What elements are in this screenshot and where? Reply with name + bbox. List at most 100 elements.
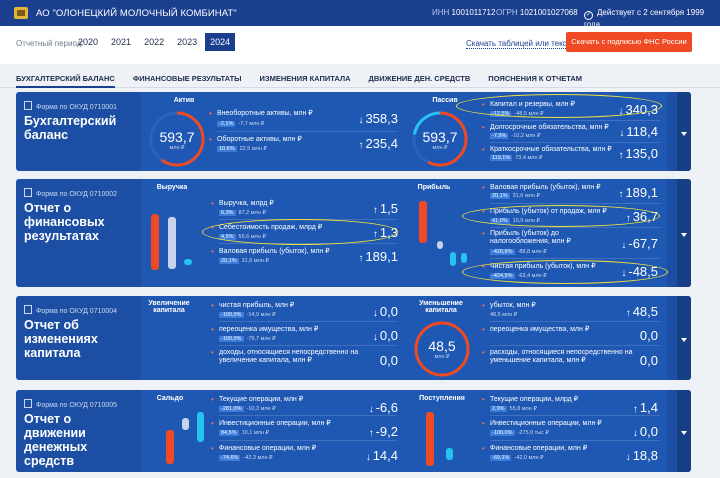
- finance-ops-bar: [197, 412, 204, 442]
- liabilities-total: 593,7: [422, 129, 458, 145]
- card-balance: Форма по ОКУД 0710001 Бухгалтерский бала…: [16, 92, 691, 171]
- item-value: ↑ -9,2: [368, 424, 398, 439]
- tab-balance[interactable]: БУХГАЛТЕРСКИЙ БАЛАНС: [16, 66, 115, 88]
- item-value: ↓ -67,7: [621, 236, 658, 251]
- item-change: -69,1% -42,0 млн ₽: [490, 455, 544, 461]
- divider: [490, 120, 660, 121]
- tab-notes[interactable]: ПОЯСНЕНИЯ К ОТЧЕТАМ: [488, 74, 583, 83]
- panel-title: Уменьшение капитала: [419, 300, 463, 314]
- card-capital: Форма по ОКУД 0710004 Отчет об изменения…: [16, 296, 691, 380]
- panel-title: Актив: [173, 97, 195, 104]
- item-label: чистая прибыль, млн ₽: [211, 302, 294, 310]
- divider: [219, 321, 397, 322]
- receipts-current-bar: [426, 412, 434, 466]
- item-label: Инвестиционные операции, млн ₽: [211, 420, 331, 428]
- divider: [219, 345, 397, 346]
- expand-chevron-icon[interactable]: [677, 296, 691, 380]
- net-bar: [461, 253, 467, 263]
- item-value: ↑ 48,5: [625, 304, 658, 319]
- item-value: ↑ 189,1: [358, 249, 398, 264]
- divider: [490, 345, 660, 346]
- panel-title: Сальдо: [156, 395, 184, 402]
- card-cash: Форма по ОКУД 0710005 Отчет о движении д…: [16, 390, 691, 472]
- item-label: Текущие операции, млн ₽: [211, 396, 303, 404]
- item-change: 84,5% 10,1 млн ₽: [219, 430, 269, 436]
- item-value: ↓ 0,0: [372, 304, 398, 319]
- liabilities-donut: [412, 111, 468, 167]
- item-label: переоценка имущества, млн ₽: [482, 326, 589, 334]
- year-2024[interactable]: 2024: [205, 33, 236, 51]
- check-circle-icon: ✓: [584, 11, 593, 20]
- expand-chevron-icon[interactable]: [677, 92, 691, 171]
- panel-title: Увеличение капитала: [148, 300, 190, 314]
- panel-title: Выручка: [156, 184, 188, 191]
- item-change: 10,6% 22,5 млн ₽: [217, 146, 267, 152]
- pretax-bar: [450, 252, 456, 266]
- item-label: Финансовые операции, млн ₽: [482, 445, 587, 453]
- panel-title: Пассив: [432, 97, 458, 104]
- assets-total: 593,7: [159, 129, 195, 145]
- item-change: -420,8% -88,8 млн ₽: [490, 249, 547, 255]
- item-label: убыток, млн ₽: [482, 302, 536, 310]
- company-name: АО "ОЛОНЕЦКИЙ МОЛОЧНЫЙ КОМБИНАТ": [36, 7, 237, 19]
- item-change: 6,3% 87,2 млн ₽: [219, 210, 266, 216]
- divider: [490, 142, 660, 143]
- download-link[interactable]: Скачать таблицей или текстом: [466, 39, 581, 49]
- item-label: Финансовые операции, млн ₽: [211, 445, 316, 453]
- item-value: ↑ 1,4: [632, 400, 658, 415]
- year-2022[interactable]: 2022: [144, 37, 165, 47]
- gross-profit-bar: [419, 201, 427, 243]
- item-value: ↓ 18,8: [625, 448, 658, 463]
- company-logo-icon: [14, 7, 28, 19]
- item-value: ↓ 118,4: [619, 124, 658, 139]
- top-bar: АО "ОЛОНЕЦКИЙ МОЛОЧНЫЙ КОМБИНАТ" ИНН 100…: [0, 0, 720, 29]
- expand-chevron-icon[interactable]: [677, 390, 691, 472]
- card-title: Отчет об изменениях капитала: [24, 318, 98, 360]
- highlight-oval: [456, 94, 662, 118]
- card-title: Бухгалтерский баланс: [24, 114, 117, 142]
- divider: [490, 321, 660, 322]
- expand-chevron-icon[interactable]: [677, 179, 691, 287]
- status-active: ✓ Действует с 2 сентября 1999 года: [584, 8, 705, 29]
- invest-ops-bar: [182, 418, 189, 430]
- item-label: Валовая прибыль (убыток), млн ₽: [211, 248, 330, 256]
- year-2021[interactable]: 2021: [111, 37, 132, 47]
- form-code: Форма по ОКУД 0710004: [24, 305, 117, 315]
- period-label: Отчетный период:: [16, 39, 84, 48]
- tab-cash[interactable]: ДВИЖЕНИЕ ДЕН. СРЕДСТВ: [368, 74, 471, 83]
- card-results: Форма по ОКУД 0710002 Отчет о финансовых…: [16, 179, 691, 287]
- item-value: 0,0: [639, 328, 658, 343]
- year-2023[interactable]: 2023: [177, 37, 198, 47]
- item-change: -100,0% -275,0 тыс ₽: [490, 430, 549, 436]
- current-ops-bar: [166, 430, 174, 464]
- highlight-oval: [202, 219, 398, 245]
- item-value: ↓ -6,6: [368, 400, 398, 415]
- fns-download-button[interactable]: Скачать с подписью ФНС России: [566, 32, 692, 52]
- divider: [490, 227, 660, 228]
- item-change: -281,0% -10,3 млн ₽: [219, 406, 276, 412]
- item-label: Краткосрочные обязательства, млн ₽: [482, 146, 612, 154]
- item-label: Долгосрочные обязательства, млн ₽: [482, 124, 609, 132]
- decrease-total: 48,5: [428, 338, 456, 354]
- item-label: Внеоборотные активы, млн ₽: [209, 110, 313, 118]
- panel-title: Поступления: [419, 395, 465, 402]
- item-change: 20,1% 31,6 млн ₽: [219, 258, 269, 264]
- item-label: расходы, относящиеся непосредственно на …: [482, 349, 635, 365]
- panel-assets: [141, 92, 407, 171]
- assets-donut: [149, 111, 205, 167]
- item-label: Выручка, млрд ₽: [211, 200, 274, 208]
- form-code: Форма по ОКУД 0710001: [24, 101, 117, 111]
- item-label: Валовая прибыль (убыток), млн ₽: [482, 184, 601, 192]
- tab-capital[interactable]: ИЗМЕНЕНИЯ КАПИТАЛА: [259, 74, 351, 83]
- tab-results[interactable]: ФИНАНСОВЫЕ РЕЗУЛЬТАТЫ: [132, 74, 242, 83]
- item-change: 119,1% 73,4 млн ₽: [490, 155, 543, 161]
- item-label: переоценка имущества, млн ₽: [211, 326, 318, 334]
- item-value: ↓ 0,0: [632, 424, 658, 439]
- item-value: 0,0: [639, 353, 658, 368]
- panel-increase: [141, 296, 407, 380]
- item-value: ↑ 189,1: [618, 185, 658, 200]
- item-value: 0,0: [379, 353, 398, 368]
- item-change: -7,9% -10,2 млн ₽: [490, 133, 541, 139]
- year-2020[interactable]: 2020: [78, 37, 99, 47]
- gross-bar: [184, 259, 192, 265]
